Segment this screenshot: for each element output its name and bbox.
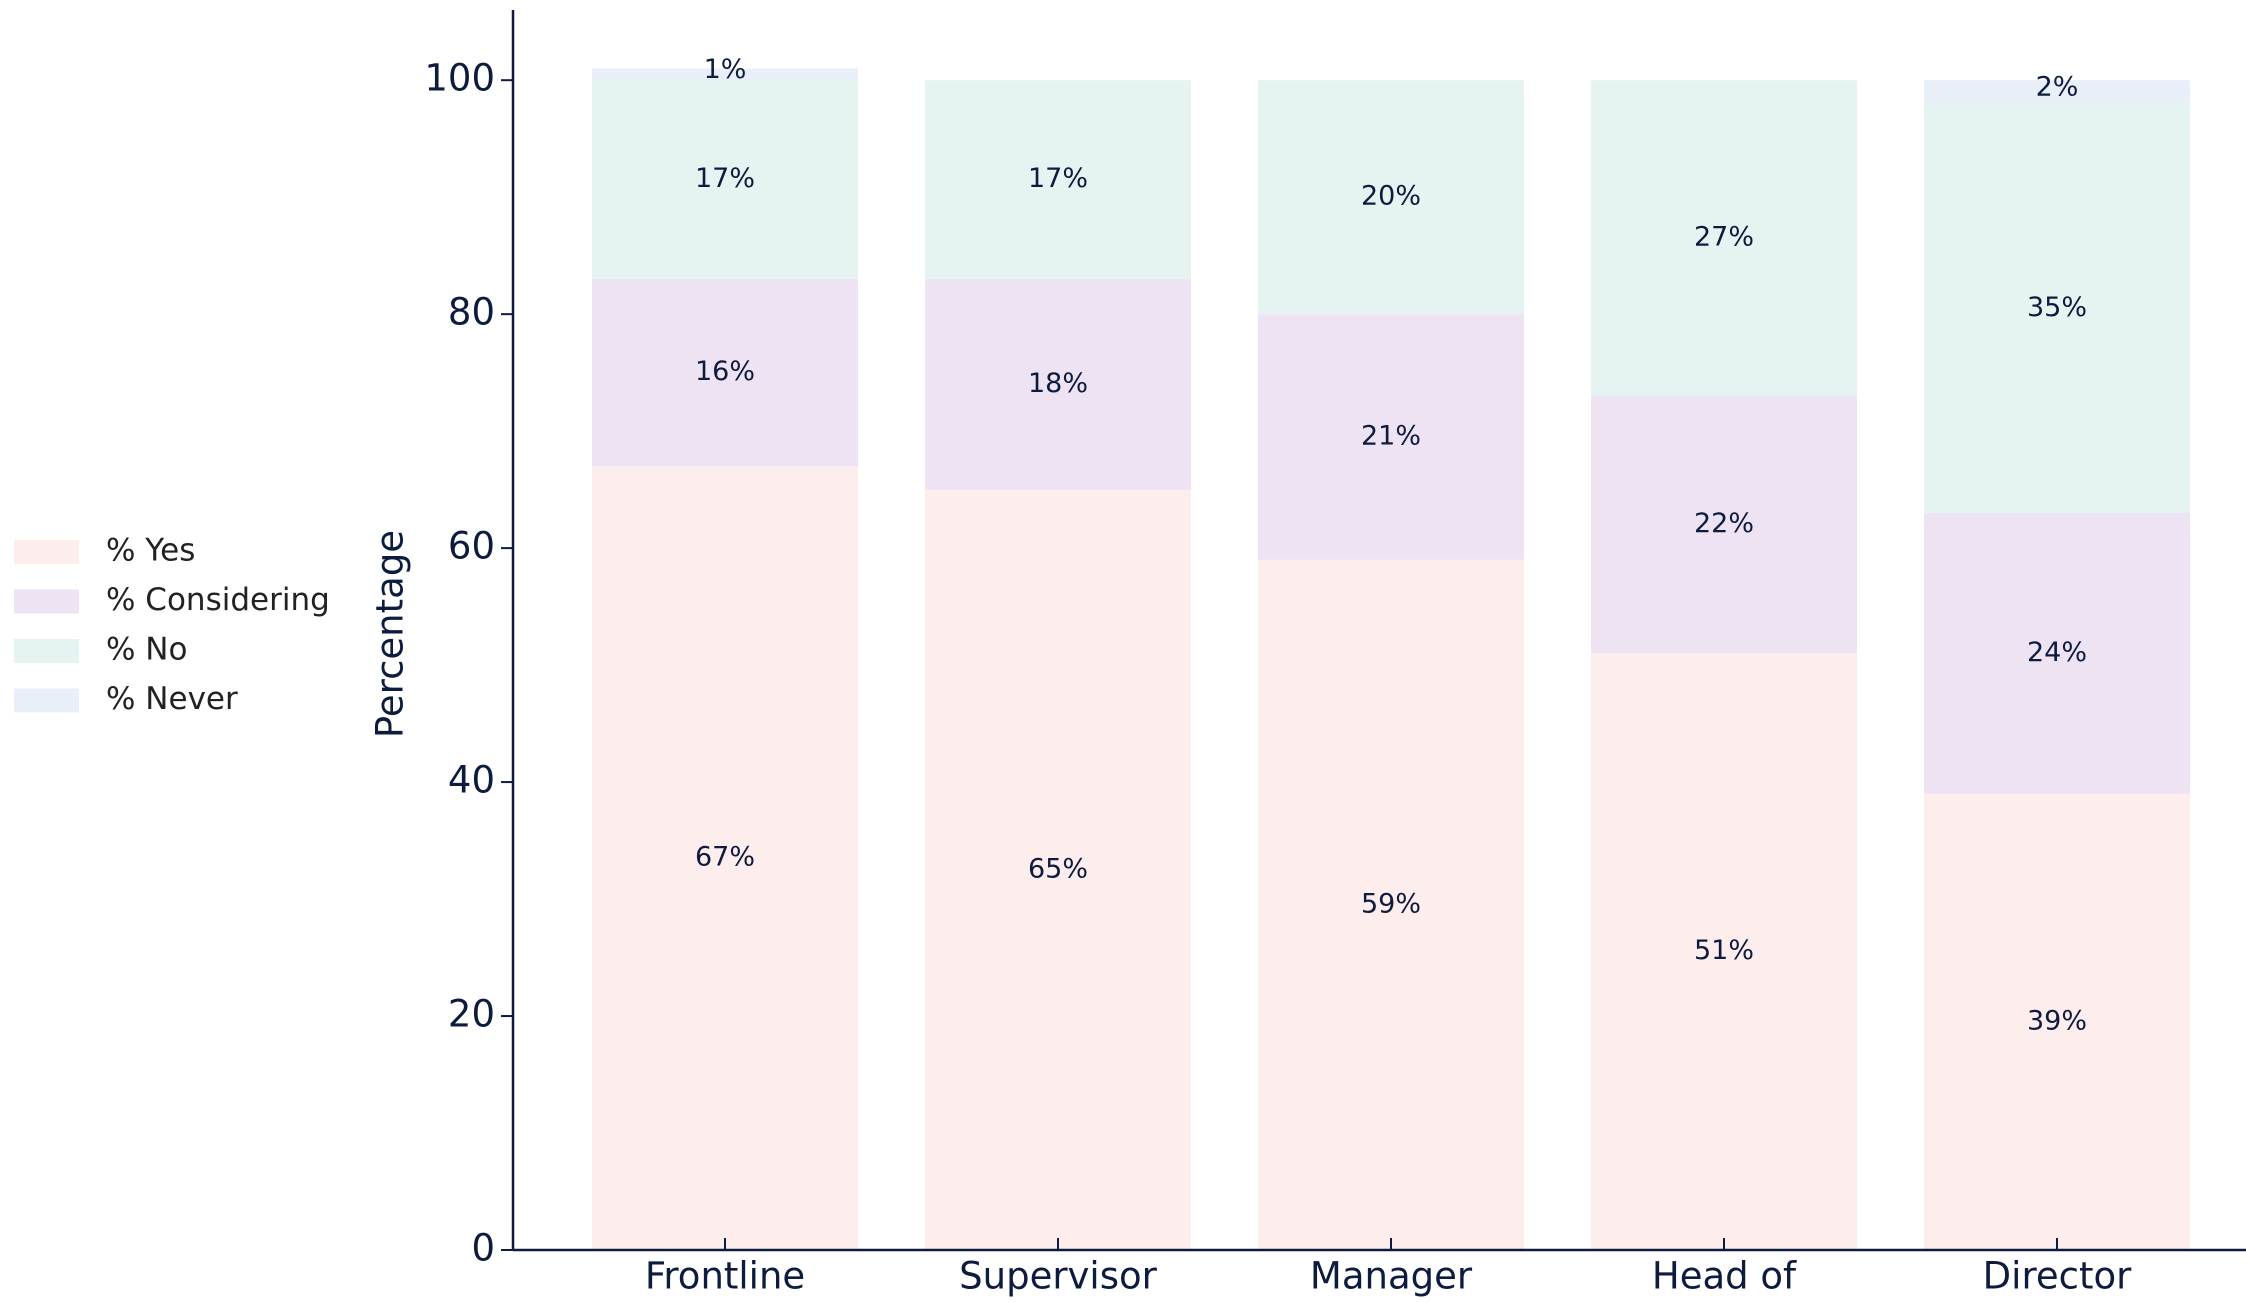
bar-segment xyxy=(1924,80,2190,104)
value-label: 35% xyxy=(2027,292,2087,323)
bar-segment xyxy=(925,80,1191,280)
bar-segment xyxy=(1591,653,1857,1250)
value-label: 20% xyxy=(1361,181,1421,212)
bar-segment xyxy=(1591,396,1857,654)
legend-label: % No xyxy=(106,632,187,668)
y-axis-label: Percentage xyxy=(369,530,412,738)
bar-segment xyxy=(1258,559,1524,1250)
legend-label: % Considering xyxy=(106,582,330,618)
bar-segment xyxy=(1924,793,2190,1250)
legend-label: % Yes xyxy=(106,533,195,569)
bar-segment xyxy=(592,80,858,280)
value-label: 59% xyxy=(1361,888,1421,919)
legend-swatch xyxy=(14,540,79,564)
value-label: 51% xyxy=(1694,935,1754,966)
y-tick-label: 100 xyxy=(424,57,495,100)
value-label: 21% xyxy=(1361,420,1421,451)
value-label: 39% xyxy=(2027,1005,2087,1036)
bar-segment xyxy=(1258,314,1524,560)
y-tick-label: 80 xyxy=(448,291,495,334)
bar-segment xyxy=(1591,80,1857,397)
legend-swatch xyxy=(14,688,79,713)
bar-segment xyxy=(1924,103,2190,514)
bar-segment xyxy=(925,279,1191,490)
bar-segment xyxy=(925,489,1191,1250)
y-tick-label: 40 xyxy=(448,759,495,802)
value-label: 24% xyxy=(2027,637,2087,668)
x-tick-label: Head of xyxy=(1652,1255,1797,1298)
y-tick-label: 0 xyxy=(471,1227,495,1270)
value-label: 16% xyxy=(695,356,755,387)
value-label: 65% xyxy=(1028,853,1088,884)
legend-swatch xyxy=(14,639,79,663)
bar-segment xyxy=(592,68,858,81)
y-tick-label: 20 xyxy=(448,993,495,1036)
legend-label: % Never xyxy=(106,681,238,717)
x-tick-label: Frontline xyxy=(645,1255,805,1298)
x-tick-label: Manager xyxy=(1310,1255,1473,1298)
value-label: 18% xyxy=(1028,368,1088,399)
bar-segment xyxy=(1924,513,2190,794)
value-label: 2% xyxy=(2036,71,2079,102)
bar-segment xyxy=(1258,80,1524,315)
value-label: 27% xyxy=(1694,222,1754,253)
value-label: 67% xyxy=(695,842,755,873)
bar-segment xyxy=(592,466,858,1250)
legend-swatch xyxy=(14,589,79,614)
y-tick-label: 60 xyxy=(448,525,495,568)
value-label: 1% xyxy=(704,54,747,85)
bar-segment xyxy=(592,279,858,467)
value-label: 17% xyxy=(695,163,755,194)
x-tick-label: Supervisor xyxy=(959,1255,1157,1298)
value-label: 22% xyxy=(1694,508,1754,539)
value-label: 17% xyxy=(1028,163,1088,194)
x-tick-label: Director xyxy=(1983,1255,2132,1298)
